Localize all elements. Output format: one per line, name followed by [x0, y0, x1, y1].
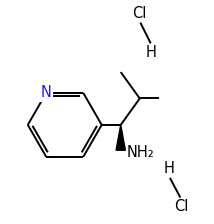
- Text: NH₂: NH₂: [127, 145, 155, 160]
- Text: N: N: [41, 85, 52, 100]
- Text: Cl: Cl: [174, 199, 188, 214]
- Text: H: H: [164, 161, 175, 176]
- Polygon shape: [116, 125, 125, 150]
- Text: H: H: [146, 45, 157, 60]
- Text: Cl: Cl: [132, 6, 147, 21]
